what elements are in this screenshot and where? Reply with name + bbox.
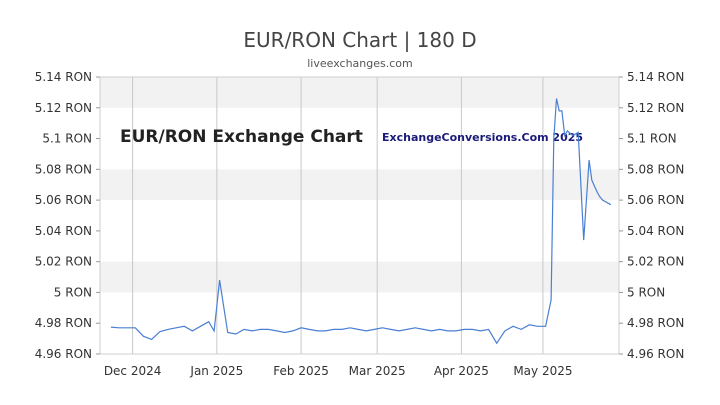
x-tick-label: Dec 2024 <box>104 364 162 378</box>
y-tick-label-left: 5 RON <box>54 285 92 299</box>
y-tick-label-right: 5.08 RON <box>627 162 684 176</box>
x-tick-label: Jan 2025 <box>189 364 243 378</box>
x-tick-label: May 2025 <box>513 364 572 378</box>
grid-band <box>100 261 619 293</box>
vertical-gridlines <box>132 77 544 354</box>
watermark-title: EUR/RON Exchange Chart <box>120 127 363 147</box>
y-axis-ticks: 4.96 RON 4.96 RON 4.98 RON 4.98 RON 5 RON 5 R… <box>35 70 685 361</box>
y-tick-label-left: 5.02 RON <box>35 255 92 269</box>
y-tick-label-left: 5.12 RON <box>35 101 92 115</box>
y-tick-label-left: 5.08 RON <box>35 162 92 176</box>
y-tick-label-left: 5.06 RON <box>35 193 92 207</box>
y-tick-label-right: 5.02 RON <box>627 255 684 269</box>
y-tick-label-left: 5.04 RON <box>35 224 92 238</box>
y-tick-label-right: 4.96 RON <box>627 347 684 361</box>
y-tick-label-right: 4.98 RON <box>627 316 684 330</box>
watermark-site: ExchangeConversions.Com 2025 <box>382 131 583 144</box>
y-tick-label-right: 5.06 RON <box>627 193 684 207</box>
y-tick-label-left: 4.96 RON <box>35 347 92 361</box>
x-tick-label: Feb 2025 <box>273 364 329 378</box>
y-tick-label-left: 4.98 RON <box>35 316 92 330</box>
grid-band <box>100 77 619 108</box>
plot-frame <box>99 76 620 355</box>
chart-title: EUR/RON Chart | 180 D <box>243 28 476 52</box>
y-tick-label-right: 5.04 RON <box>627 224 684 238</box>
x-axis-ticks: Dec 2024 Jan 2025 Feb 2025 Mar 2025 Apr 2025… <box>104 364 573 378</box>
series-line <box>110 98 612 345</box>
y-tick-label-right: 5 RON <box>627 285 665 299</box>
grid-band <box>100 169 619 201</box>
plot-bands <box>100 77 619 293</box>
y-tick-label-right: 5.14 RON <box>627 70 684 84</box>
x-tick-label: Mar 2025 <box>349 364 406 378</box>
y-tick-label-left: 5.14 RON <box>35 70 92 84</box>
y-tick-label-right: 5.1 RON <box>627 132 677 146</box>
y-tick-label-left: 5.1 RON <box>42 132 92 146</box>
x-tick-label: Apr 2025 <box>434 364 489 378</box>
y-tick-label-right: 5.12 RON <box>627 101 684 115</box>
chart-subtitle: liveexchanges.com <box>307 57 412 70</box>
